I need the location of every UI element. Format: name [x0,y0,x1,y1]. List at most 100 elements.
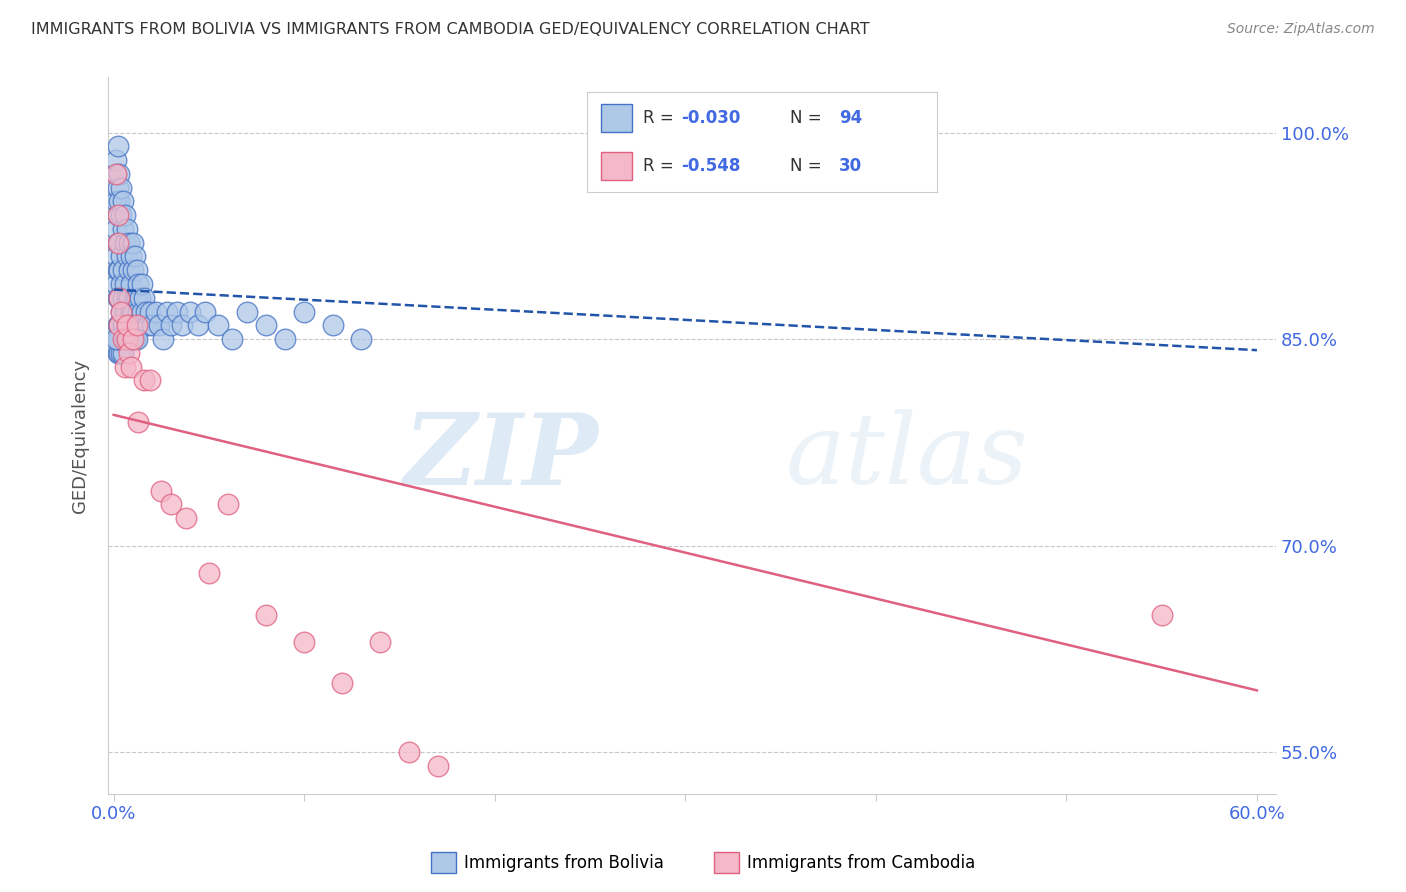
Point [127,304,149,318]
Point [207,318,229,333]
Point [107,346,129,360]
Point [118,291,141,305]
Point [104,167,127,181]
Point [131,304,153,318]
Point [139,374,162,388]
Point [107,263,129,277]
Point [127,277,149,291]
Point [131,277,153,291]
Point [104,153,127,167]
Point [217,497,239,511]
Point [322,318,344,333]
Point [121,332,143,346]
Point [125,291,148,305]
Point [107,318,129,333]
Point [121,332,143,346]
Point [115,250,138,264]
Point [110,346,132,360]
Point [108,291,131,305]
Point [120,277,142,291]
Point [172,318,194,333]
Point [115,332,138,346]
Point [110,304,132,318]
Point [114,235,136,250]
Point [121,304,143,318]
Point [292,635,315,649]
Point [107,235,129,250]
Point [118,332,141,346]
Point [160,497,183,511]
Point [198,566,221,581]
Point [114,332,136,346]
Point [127,415,149,429]
Point [115,332,138,346]
Legend: Immigrants from Bolivia, Immigrants from Cambodia: Immigrants from Bolivia, Immigrants from… [425,846,981,880]
Point [903,855,925,870]
Point [112,194,135,209]
Text: atlas: atlas [786,409,1028,505]
Point [124,250,146,264]
Point [108,318,131,333]
Point [141,318,163,333]
Point [115,222,138,236]
Point [186,318,208,333]
Point [112,332,135,346]
Point [107,180,129,194]
Point [110,250,132,264]
Point [112,263,135,277]
Point [108,332,131,346]
Point [125,318,148,333]
Point [107,235,129,250]
Point [135,304,157,318]
Point [148,318,170,333]
Point [134,291,156,305]
Point [104,250,127,264]
Text: ZIP: ZIP [404,409,599,505]
Point [104,332,127,346]
Point [120,332,142,346]
Point [134,374,156,388]
Text: Source: ZipAtlas.com: Source: ZipAtlas.com [1227,22,1375,37]
Point [330,676,353,690]
Point [108,318,131,333]
Point [115,291,138,305]
Point [125,263,148,277]
Point [110,332,132,346]
Point [152,332,174,346]
Point [107,139,129,153]
Point [107,208,129,222]
Point [166,304,188,318]
Point [370,635,392,649]
Point [274,332,297,346]
Point [125,332,148,346]
Point [104,167,127,181]
Point [114,304,136,318]
Point [108,263,131,277]
Point [120,359,142,374]
Point [110,208,132,222]
Point [112,346,135,360]
Point [292,304,315,318]
Point [110,304,132,318]
Point [114,208,136,222]
Point [108,291,131,305]
Point [104,194,127,209]
Point [145,304,167,318]
Point [114,332,136,346]
Point [108,167,131,181]
Point [110,180,132,194]
Point [112,222,135,236]
Point [254,318,277,333]
Point [104,222,127,236]
Point [112,291,135,305]
Point [150,483,173,498]
Point [115,318,138,333]
Point [118,235,141,250]
Point [114,277,136,291]
Point [120,250,142,264]
Point [107,208,129,222]
Point [350,332,373,346]
Point [121,235,143,250]
Point [1150,607,1173,622]
Point [115,318,138,333]
